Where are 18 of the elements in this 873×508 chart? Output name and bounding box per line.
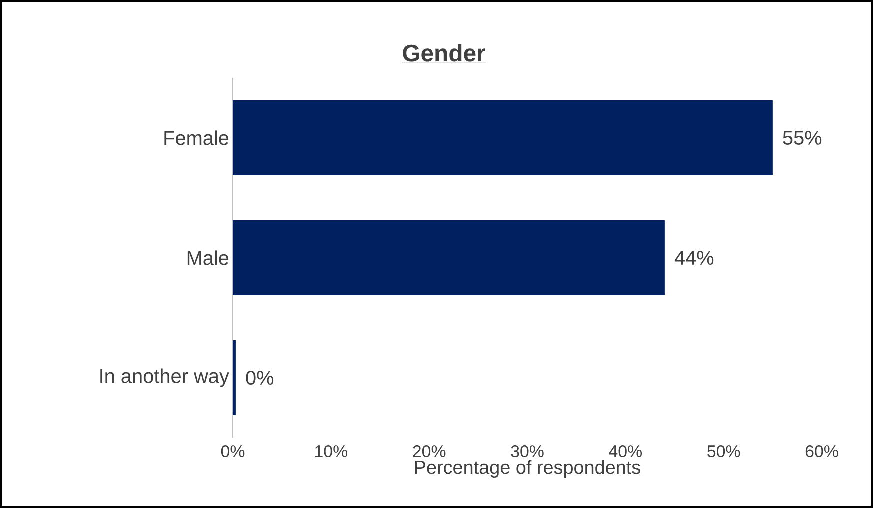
x-tick-label: 40% bbox=[609, 446, 642, 458]
bar bbox=[233, 100, 773, 176]
x-tick-label: 60% bbox=[806, 446, 838, 458]
data-label: 55% bbox=[783, 130, 822, 145]
y-tick-label: Female bbox=[164, 130, 229, 146]
y-tick-label: In another way bbox=[100, 368, 230, 388]
data-label: 44% bbox=[674, 251, 714, 265]
x-tick-label: 30% bbox=[511, 446, 544, 458]
bar bbox=[233, 220, 665, 296]
x-tick-label: 0% bbox=[221, 446, 245, 458]
chart-title: Gender bbox=[403, 44, 486, 62]
x-tick-label: 20% bbox=[413, 446, 446, 458]
data-label: 0% bbox=[246, 370, 274, 386]
x-axis-title: Percentage of respondents bbox=[415, 460, 640, 478]
bar bbox=[233, 340, 236, 416]
y-tick-label: Male bbox=[188, 250, 229, 266]
x-tick-label: 50% bbox=[708, 446, 740, 458]
x-tick-label: 10% bbox=[316, 446, 348, 458]
